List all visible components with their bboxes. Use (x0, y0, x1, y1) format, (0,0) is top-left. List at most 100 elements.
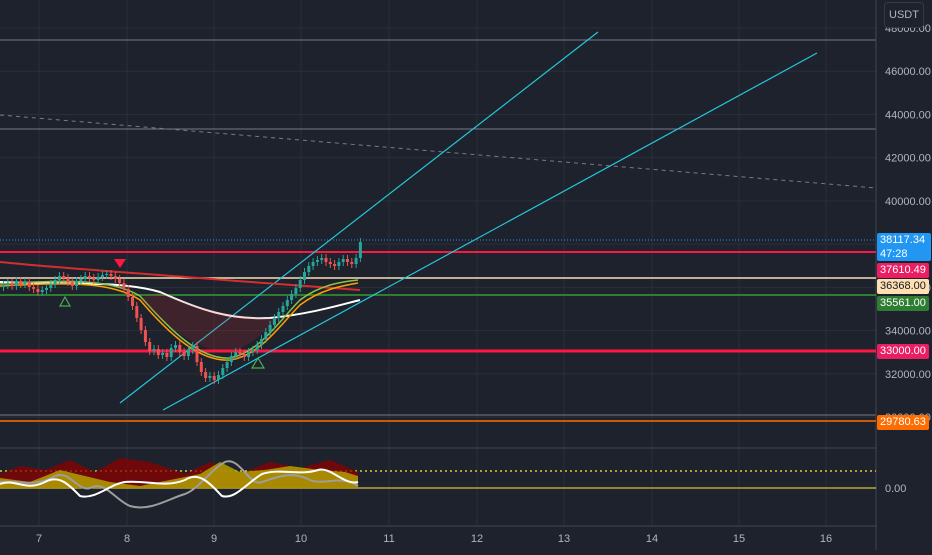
candle-body (320, 258, 324, 260)
candle-body (328, 262, 332, 264)
oscillator-zero-label: 0.00 (885, 483, 906, 495)
candle-body (135, 306, 139, 318)
candle-body (32, 287, 36, 289)
time-tick-label: 15 (733, 533, 745, 545)
time-tick-label: 9 (211, 533, 217, 545)
candle-body (165, 353, 169, 357)
candle-body (40, 290, 44, 292)
candle-body (251, 350, 255, 352)
candle-body (6, 283, 10, 285)
last-price-label: 38117.34 47:28 (877, 233, 931, 261)
candle-body (139, 318, 143, 330)
candle-body (212, 376, 216, 380)
oscillator-grey-line (0, 460, 359, 509)
price-tick-label: 34000.00 (885, 326, 931, 338)
candle-body (247, 352, 251, 357)
candle-body (75, 281, 79, 286)
candle-body (92, 278, 96, 280)
currency-button[interactable]: USDT (884, 2, 924, 28)
candle-body (208, 376, 212, 378)
candle-body (290, 294, 294, 300)
time-tick-label: 8 (124, 533, 130, 545)
price-tick-label: 46000.00 (885, 66, 931, 78)
candle-body (298, 280, 302, 288)
candle-body (96, 277, 100, 280)
ma-green-line (0, 279, 359, 359)
candle-body (105, 274, 109, 275)
price-tick-label: 40000.00 (885, 196, 931, 208)
candle-body (36, 289, 40, 292)
candle-body (109, 274, 113, 276)
candle-body (333, 264, 337, 266)
price-tick-label: 32000.00 (885, 369, 931, 381)
candle-body (62, 276, 66, 278)
ma-red-line (0, 261, 361, 291)
candle-body (143, 330, 147, 342)
candle-body (277, 312, 281, 318)
candle-body (264, 332, 268, 339)
ma-cloud-fill (140, 292, 280, 352)
candle-body (294, 288, 298, 294)
support3-price-label: 29780.63 (877, 415, 929, 430)
candle-body (131, 297, 134, 306)
candle-body (88, 276, 91, 278)
price-tick-label: 42000.00 (885, 153, 931, 165)
candle-body (238, 352, 242, 354)
resistance-price-label: 37610.49 (877, 263, 929, 278)
time-tick-label: 13 (558, 533, 570, 545)
candle-body (221, 368, 225, 375)
candle-body (358, 242, 362, 258)
candle-body (49, 284, 53, 288)
candle-body (126, 289, 130, 297)
candle-body (161, 353, 165, 355)
candle-body (122, 283, 126, 289)
candle-body (285, 300, 289, 306)
candle-body (27, 282, 31, 287)
candle-body (281, 306, 285, 312)
dashed-trendline (0, 114, 877, 189)
candle-body (234, 352, 238, 356)
candle-body (341, 259, 345, 262)
candle-body (272, 318, 276, 325)
candle-body (260, 339, 263, 345)
candle-body (79, 279, 83, 281)
buy-signal-marker-2 (250, 356, 266, 369)
time-tick-label: 12 (471, 533, 483, 545)
candle-body (346, 259, 349, 262)
candle-body (195, 346, 199, 362)
candle-body (169, 348, 173, 357)
time-tick-label: 16 (820, 533, 832, 545)
candle-body (118, 279, 122, 283)
candle-body (186, 350, 190, 356)
candle-body (182, 352, 186, 356)
buy-signal-marker (58, 295, 72, 307)
candle-body (324, 258, 328, 262)
time-tick-label: 11 (383, 533, 394, 545)
candle-body (307, 266, 311, 272)
ma-orange-line (0, 282, 359, 361)
candle-body (14, 281, 18, 286)
candle-body (315, 260, 319, 262)
candle-body (350, 262, 354, 264)
sell-signal-marker (114, 259, 126, 268)
channel-lower-line (162, 52, 818, 411)
candle-body (57, 276, 61, 280)
candle-body (354, 258, 358, 264)
candle-body (148, 342, 152, 351)
support-price-label: 35561.00 (877, 296, 929, 311)
candle-body (268, 325, 272, 332)
candle-body (66, 278, 70, 282)
candle-body (19, 281, 23, 284)
candle-body (70, 282, 74, 286)
candle-body (229, 356, 233, 362)
candle-body (303, 272, 306, 280)
candle-body (100, 275, 104, 277)
candle-body (23, 282, 27, 284)
candle-body (113, 276, 117, 279)
candle-body (204, 372, 208, 378)
candle-countdown: 47:28 (880, 248, 908, 260)
candle-body (174, 345, 177, 348)
candle-body (152, 349, 156, 351)
